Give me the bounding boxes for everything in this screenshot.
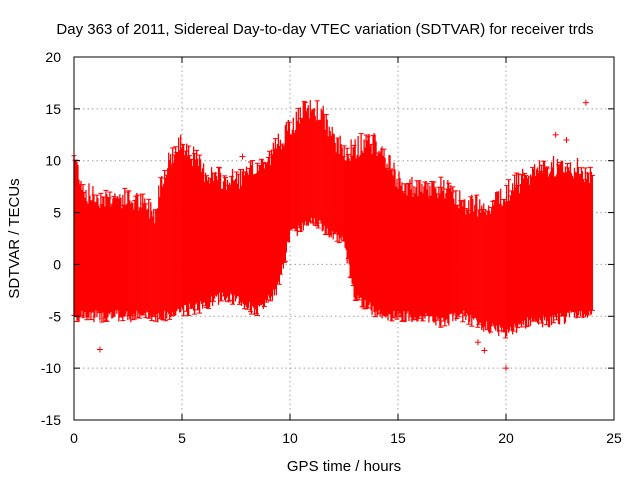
y-axis-label: SDTVAR / TECUs	[6, 178, 23, 298]
outlier-point	[239, 153, 246, 160]
outlier-point	[535, 178, 542, 185]
y-tick-label: -15	[41, 412, 61, 428]
outlier-point	[563, 136, 570, 143]
x-tick-label: 25	[606, 430, 622, 446]
y-tick-label: 20	[45, 49, 61, 65]
outlier-point	[552, 131, 559, 138]
x-tick-label: 15	[390, 430, 406, 446]
x-tick-label: 20	[498, 430, 514, 446]
x-axis-label: GPS time / hours	[287, 458, 401, 475]
y-tick-label: -5	[49, 308, 62, 324]
data-series-sdtvar	[71, 99, 595, 372]
y-tick-label: 15	[45, 101, 61, 117]
chart-title: Day 363 of 2011, Sidereal Day-to-day VTE…	[56, 21, 593, 38]
outlier-point	[474, 339, 481, 346]
y-tick-label: 10	[45, 153, 61, 169]
outlier-point	[481, 347, 488, 354]
x-tick-label: 10	[282, 430, 298, 446]
outlier-point	[503, 365, 509, 372]
plot-border	[73, 56, 615, 421]
outlier-point	[96, 346, 103, 353]
x-tick-label: 0	[70, 430, 78, 446]
y-tick-label: -10	[41, 360, 61, 376]
y-tick-label: 5	[53, 205, 61, 221]
axis-ticks: 0 5 10 15 20 25 -15 -10 -5 0 5 10 15 20	[41, 49, 622, 446]
y-tick-label: 0	[53, 256, 61, 272]
outlier-point	[582, 99, 589, 106]
x-tick-label: 5	[178, 430, 186, 446]
